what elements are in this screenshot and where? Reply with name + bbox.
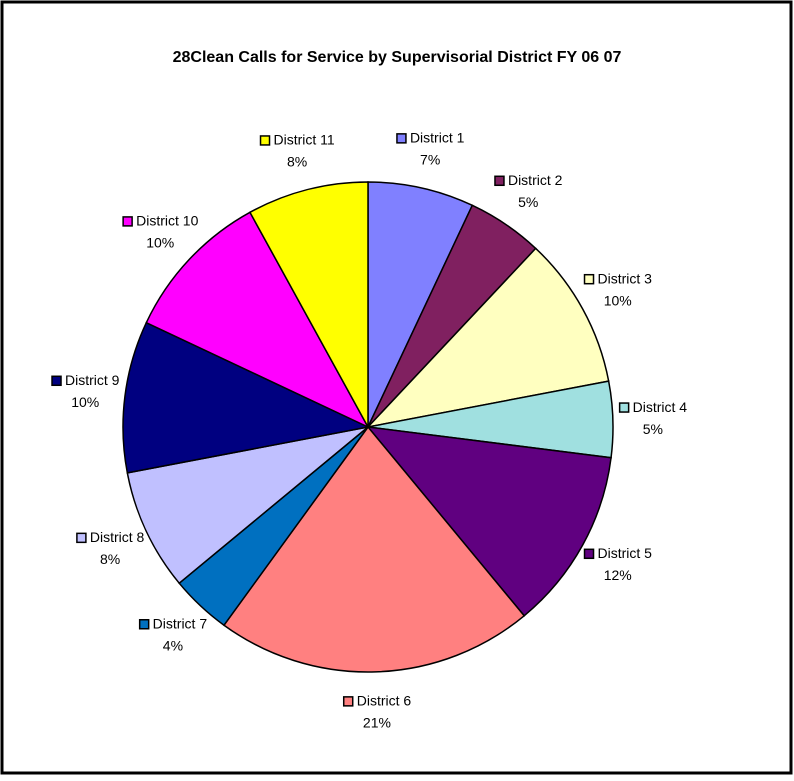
- value-label: 7%: [420, 152, 440, 168]
- legend-marker: [583, 548, 595, 560]
- legend-marker: [138, 619, 150, 630]
- value-label: 10%: [71, 394, 99, 410]
- pie-slice: [365, 247, 610, 429]
- value-label: 5%: [643, 421, 663, 437]
- legend-marker: [122, 216, 133, 227]
- pie-slice: [248, 181, 369, 428]
- legend-marker: [396, 133, 407, 144]
- slice-label: District 11: [274, 132, 335, 148]
- slice-label: District 5: [598, 545, 653, 561]
- slice-label: District 9: [65, 372, 120, 388]
- pie-slice: [222, 425, 526, 673]
- value-label: 21%: [363, 715, 391, 731]
- legend-marker: [494, 175, 505, 187]
- chart-title: 28Clean Calls for Service by Supervisori…: [173, 49, 622, 66]
- slice-label: District 1: [410, 130, 465, 146]
- pie-slice: [145, 211, 370, 429]
- pie-slice: [126, 426, 369, 585]
- legend-marker: [259, 135, 271, 146]
- legend-marker: [583, 273, 595, 285]
- value-label: 10%: [146, 235, 174, 251]
- slice-label: District 3: [598, 270, 653, 286]
- value-label: 5%: [518, 194, 538, 210]
- slice-label: District 8: [90, 529, 145, 545]
- pie-slice: [366, 426, 612, 617]
- pie-slice: [122, 321, 371, 474]
- value-label: 12%: [604, 567, 632, 583]
- pie-slice: [367, 181, 474, 428]
- legend-marker: [51, 375, 62, 387]
- value-label: 4%: [163, 637, 183, 653]
- slice-label: District 6: [357, 693, 412, 709]
- slice-label: District 10: [136, 213, 198, 229]
- value-label: 8%: [100, 551, 120, 567]
- value-label: 8%: [287, 154, 307, 170]
- legend-marker: [618, 402, 630, 413]
- slice-label: District 7: [153, 615, 208, 631]
- slice-label: District 4: [633, 399, 688, 415]
- slice-label: District 2: [508, 172, 563, 188]
- value-label: 10%: [604, 292, 632, 308]
- legend-marker: [76, 532, 87, 544]
- legend-marker: [342, 696, 354, 707]
